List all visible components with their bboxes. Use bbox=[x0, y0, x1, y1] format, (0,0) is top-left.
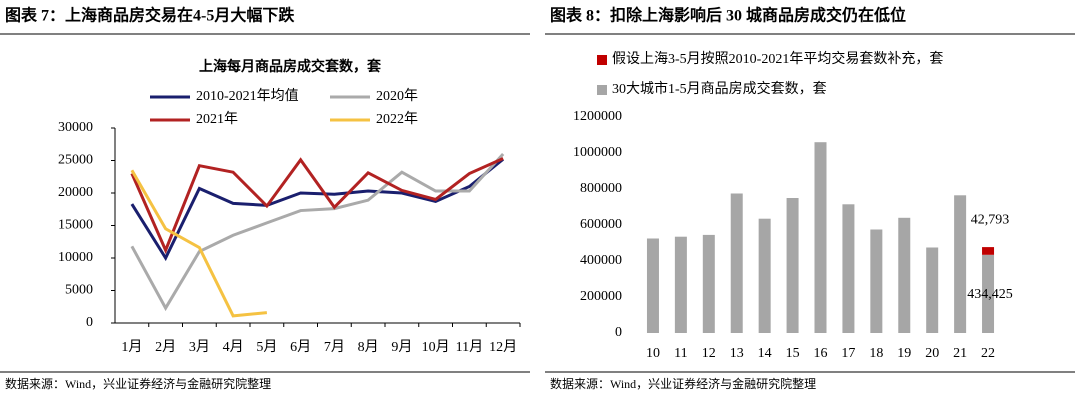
bar bbox=[758, 218, 771, 333]
x-tick-label: 18 bbox=[869, 346, 883, 361]
line-series bbox=[130, 169, 268, 318]
y-tick-label: 1000000 bbox=[573, 145, 622, 160]
x-tick-label: 15 bbox=[786, 346, 800, 361]
y-tick-label: 600000 bbox=[580, 217, 622, 232]
figure-title: 图表 8：扣除上海影响后 30 城商品房成交仍在低位 bbox=[550, 6, 906, 25]
bar bbox=[842, 204, 855, 333]
legend-label: 2022年 bbox=[376, 111, 418, 127]
x-tick-label: 21 bbox=[953, 346, 967, 361]
y-tick-label: 15000 bbox=[58, 218, 93, 233]
bar bbox=[786, 198, 799, 333]
bar bbox=[926, 247, 939, 333]
x-tick-label: 10月 bbox=[422, 339, 450, 355]
x-tick-label: 2月 bbox=[155, 339, 176, 355]
x-tick-label: 12月 bbox=[489, 339, 517, 355]
x-tick-label: 8月 bbox=[358, 339, 379, 355]
bar bbox=[898, 217, 911, 333]
line-series bbox=[130, 152, 505, 312]
bar bbox=[814, 142, 827, 333]
line-series bbox=[130, 158, 505, 262]
legend-label: 假设上海3-5月按照2010-2021年平均交易套数补充，套 bbox=[612, 50, 943, 67]
y-tick-label: 400000 bbox=[580, 253, 622, 268]
x-tick-label: 12 bbox=[702, 346, 716, 361]
line-series bbox=[130, 157, 504, 255]
legend-label: 2010-2021年均值 bbox=[196, 88, 299, 104]
y-tick-label: 800000 bbox=[580, 181, 622, 196]
x-tick-label: 16 bbox=[814, 346, 828, 361]
chart-title: 上海每月商品房成交套数，套 bbox=[199, 58, 381, 75]
y-tick-label: 1200000 bbox=[573, 109, 622, 124]
legend-label: 30大城市1-5月商品房成交套数，套 bbox=[612, 80, 827, 97]
x-tick-label: 22 bbox=[981, 346, 995, 361]
x-tick-label: 4月 bbox=[223, 339, 244, 355]
x-tick-label: 11月 bbox=[456, 339, 483, 355]
x-tick-label: 17 bbox=[841, 346, 855, 361]
legend-swatch bbox=[597, 55, 607, 65]
x-tick-label: 20 bbox=[925, 346, 939, 361]
legend-label: 2021年 bbox=[196, 111, 238, 127]
bar bbox=[982, 254, 995, 333]
source: 数据来源：Wind，兴业证券经济与金融研究院整理 bbox=[5, 376, 271, 391]
x-tick-label: 6月 bbox=[290, 339, 311, 355]
x-tick-label: 14 bbox=[758, 346, 772, 361]
legend-label: 2020年 bbox=[376, 88, 418, 104]
bar bbox=[870, 229, 883, 333]
x-tick-label: 13 bbox=[730, 346, 744, 361]
x-tick-label: 5月 bbox=[256, 339, 277, 355]
bar bbox=[702, 234, 715, 333]
x-tick-label: 10 bbox=[646, 346, 660, 361]
bar bbox=[730, 193, 743, 333]
data-label: 42,793 bbox=[971, 212, 1010, 227]
x-tick-label: 1月 bbox=[121, 339, 142, 355]
y-tick-label: 0 bbox=[615, 325, 622, 340]
x-tick-label: 7月 bbox=[324, 339, 345, 355]
y-tick-label: 30000 bbox=[58, 120, 93, 135]
y-tick-label: 10000 bbox=[58, 250, 93, 265]
x-tick-label: 19 bbox=[897, 346, 911, 361]
bar bbox=[982, 247, 995, 255]
x-tick-label: 9月 bbox=[391, 339, 412, 355]
figure-title: 图表 7：上海商品房交易在4-5月大幅下跌 bbox=[5, 6, 295, 25]
y-tick-label: 5000 bbox=[65, 283, 93, 298]
x-tick-label: 11 bbox=[674, 346, 687, 361]
x-tick-label: 3月 bbox=[189, 339, 210, 355]
bar bbox=[674, 236, 687, 333]
legend-swatch bbox=[597, 85, 607, 95]
data-label: 434,425 bbox=[967, 287, 1013, 302]
y-tick-label: 25000 bbox=[58, 153, 93, 168]
y-tick-label: 0 bbox=[86, 315, 93, 330]
bar bbox=[646, 238, 659, 333]
bar bbox=[954, 195, 967, 333]
source: 数据来源：Wind，兴业证券经济与金融研究院整理 bbox=[550, 376, 816, 391]
y-tick-label: 200000 bbox=[580, 289, 622, 304]
y-tick-label: 20000 bbox=[58, 185, 93, 200]
